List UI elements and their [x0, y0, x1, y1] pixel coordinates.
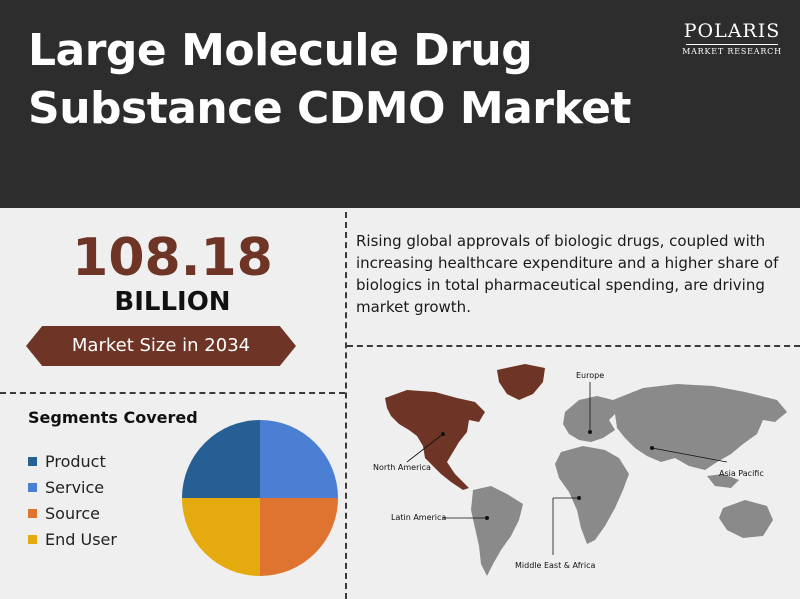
- dot-latin-america: [485, 516, 489, 520]
- polaris-logo: POLARIS MARKET RESEARCH: [682, 20, 782, 56]
- label-asia-pacific: Asia Pacific: [719, 469, 764, 478]
- market-size-unit: BILLION: [114, 287, 231, 317]
- world-map: North America Europe Asia Pacific Latin …: [373, 364, 787, 576]
- market-size-label: Market Size in 2034: [71, 335, 251, 356]
- logo-name: POLARIS: [683, 20, 781, 42]
- header-banner: Large Molecule Drug Substance CDMO Marke…: [0, 0, 800, 208]
- page-title: Large Molecule Drug Substance CDMO Marke…: [28, 22, 631, 138]
- pie-slice-product: [182, 420, 260, 498]
- dot-asia-pacific: [650, 446, 654, 450]
- left-divider: [0, 392, 345, 394]
- dot-middle-east-africa: [577, 496, 581, 500]
- segments-title: Segments Covered: [28, 408, 198, 427]
- title-line-2: Substance CDMO Market: [28, 83, 631, 134]
- map-south-america: [471, 486, 523, 576]
- label-europe: Europe: [576, 371, 604, 380]
- legend-label: Product: [45, 451, 106, 471]
- legend-swatch: [28, 508, 37, 518]
- logo-divider: [686, 44, 778, 45]
- label-middle-east-africa: Middle East & Africa: [515, 561, 595, 570]
- legend-label: Source: [45, 503, 100, 523]
- leader-asia-pacific: [651, 447, 728, 463]
- title-line-1: Large Molecule Drug: [28, 25, 533, 76]
- leader-north-america: [406, 433, 444, 463]
- segments-pie-chart: [182, 420, 338, 576]
- map-southeast-asia: [707, 474, 739, 488]
- segments-legend: Product Service Source End User: [28, 448, 117, 552]
- legend-label: End User: [45, 529, 117, 549]
- map-africa: [555, 446, 629, 544]
- legend-item-service: Service: [28, 474, 117, 500]
- label-north-america: North America: [373, 463, 431, 472]
- map-europe: [563, 396, 619, 442]
- legend-label: Service: [45, 477, 105, 497]
- map-greenland: [497, 364, 545, 400]
- legend-swatch: [28, 534, 37, 544]
- dot-europe: [588, 430, 592, 434]
- legend-item-source: Source: [28, 500, 117, 526]
- legend-item-end-user: End User: [28, 526, 117, 552]
- market-description: Rising global approvals of biologic drug…: [356, 232, 779, 316]
- map-australia: [719, 500, 773, 538]
- label-latin-america: Latin America: [391, 513, 446, 522]
- legend-item-product: Product: [28, 448, 117, 474]
- pie-slice-end-user: [182, 498, 260, 576]
- right-divider: [347, 345, 800, 347]
- market-size-ribbon: Market Size in 2034: [26, 326, 296, 366]
- pie-slice-service: [260, 420, 338, 498]
- logo-subtitle: MARKET RESEARCH: [682, 47, 782, 56]
- vertical-divider: [345, 212, 347, 599]
- market-size-value: 108.18: [72, 228, 273, 288]
- pie-slice-source: [260, 498, 338, 576]
- legend-swatch: [28, 456, 37, 466]
- dot-north-america: [441, 432, 445, 436]
- legend-swatch: [28, 482, 37, 492]
